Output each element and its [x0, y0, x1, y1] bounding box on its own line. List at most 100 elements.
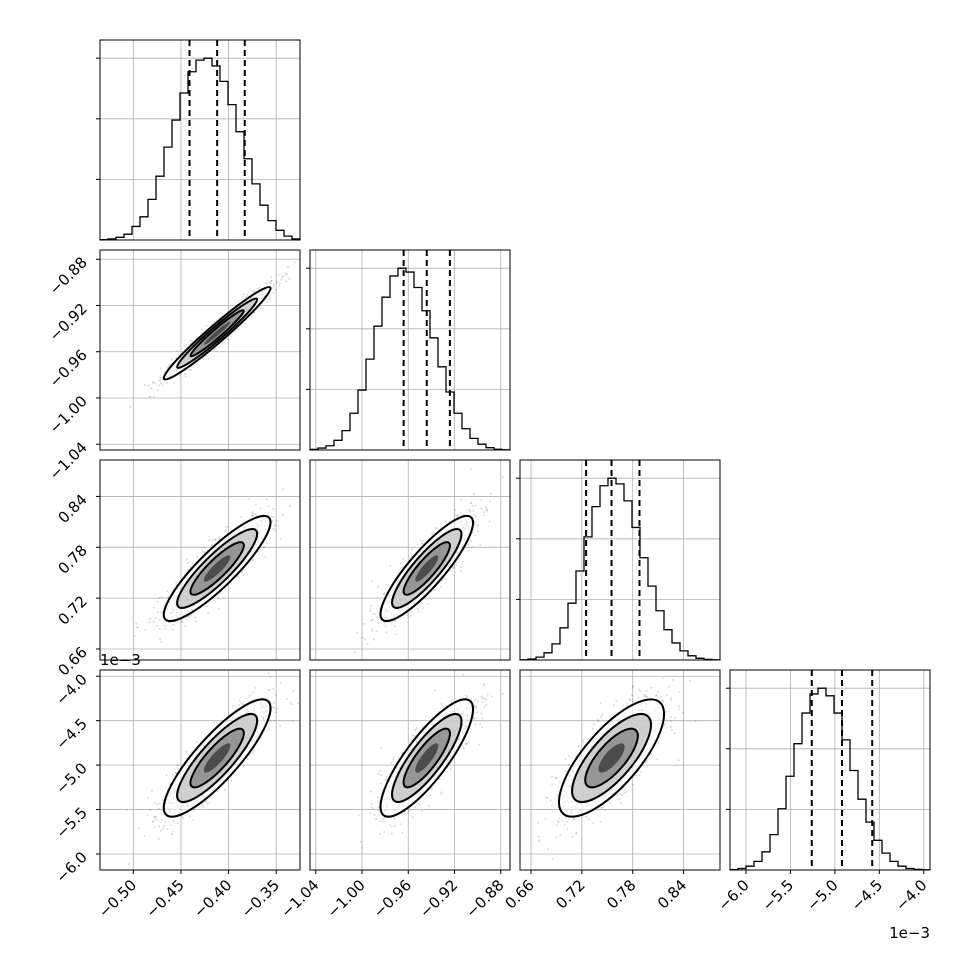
sample-point — [292, 690, 295, 692]
sample-point — [258, 286, 261, 289]
x-tick-label: −1.00 — [324, 876, 369, 921]
sample-point — [201, 804, 203, 807]
sample-point — [363, 638, 366, 640]
sample-point — [183, 344, 186, 347]
sample-point — [269, 719, 272, 722]
sample-point — [164, 820, 167, 823]
sample-point — [218, 535, 221, 538]
sample-point — [206, 803, 209, 805]
sample-point — [158, 802, 161, 805]
sample-point — [252, 514, 254, 517]
sample-point — [566, 828, 569, 831]
sample-point — [184, 750, 187, 753]
sample-point — [353, 651, 356, 654]
sample-point — [151, 820, 154, 822]
contour-line-level-3 — [189, 309, 245, 358]
sample-point — [195, 620, 198, 623]
sample-point — [137, 827, 140, 830]
sample-point — [431, 787, 434, 790]
sample-point — [240, 702, 243, 705]
contour-line-level-2 — [176, 297, 259, 369]
sample-point — [464, 694, 467, 697]
sample-point — [544, 818, 547, 821]
sample-point — [192, 818, 195, 821]
sample-point — [272, 283, 275, 286]
sample-point — [420, 601, 423, 604]
sample-point — [462, 560, 464, 563]
sample-point — [477, 699, 480, 702]
histogram-p3 — [519, 477, 721, 661]
sample-point — [371, 580, 374, 583]
sample-point — [474, 534, 476, 537]
sample-point — [272, 516, 275, 519]
sample-point — [218, 345, 220, 348]
sample-point — [221, 342, 224, 345]
sample-point — [382, 593, 385, 595]
sample-point — [273, 719, 276, 722]
sample-point — [467, 542, 470, 545]
sample-point — [373, 814, 376, 816]
sample-point — [136, 626, 139, 629]
sample-point — [255, 503, 258, 506]
sample-point — [170, 358, 173, 361]
sample-point — [429, 794, 432, 797]
sample-point — [183, 373, 186, 375]
sample-point — [148, 395, 151, 398]
sample-point — [669, 720, 672, 723]
sample-point — [440, 702, 443, 705]
sample-point — [274, 524, 277, 527]
sample-point — [241, 570, 244, 573]
y-tick-label: −0.92 — [46, 300, 91, 345]
sample-point — [460, 511, 463, 514]
sample-point — [452, 566, 455, 568]
sample-point — [474, 698, 477, 701]
sample-point — [184, 624, 187, 627]
sample-point — [160, 367, 162, 370]
sample-point — [271, 287, 274, 290]
sample-point — [444, 519, 447, 522]
sample-point — [422, 606, 424, 609]
sample-point — [379, 782, 382, 785]
sample-point — [440, 793, 442, 796]
sample-point — [482, 511, 485, 514]
sample-point — [433, 588, 436, 591]
sample-point — [384, 778, 387, 781]
sample-point — [390, 832, 393, 835]
sample-point — [166, 382, 169, 385]
sample-point — [377, 585, 380, 588]
sample-point — [191, 340, 194, 343]
sample-point — [172, 773, 175, 776]
sample-point — [370, 605, 373, 607]
sample-point — [272, 507, 275, 510]
sample-point — [489, 500, 492, 503]
sample-point — [479, 543, 482, 546]
sample-point — [502, 693, 505, 695]
sample-point — [688, 679, 691, 682]
sample-point — [218, 608, 221, 610]
histogram-p2 — [309, 267, 511, 451]
sample-point — [255, 514, 258, 517]
sample-point — [475, 706, 478, 709]
sample-point — [251, 691, 254, 694]
sample-point — [267, 728, 270, 731]
sample-point — [161, 384, 164, 387]
sample-point — [143, 384, 146, 386]
y-tick-label: −1.04 — [46, 438, 91, 483]
sample-point — [224, 530, 227, 533]
sample-point — [156, 389, 159, 392]
x-tick-label: −0.96 — [370, 876, 415, 921]
sample-point — [159, 378, 162, 381]
sample-point — [694, 720, 697, 723]
sample-point — [272, 285, 275, 288]
sample-point — [267, 672, 270, 675]
sample-point — [154, 801, 157, 804]
sample-point — [192, 809, 195, 812]
sample-point — [441, 704, 444, 707]
sample-point — [276, 707, 278, 710]
y-tick-label: −5.5 — [52, 804, 90, 842]
sample-point — [377, 622, 380, 625]
sample-point — [254, 687, 257, 690]
sample-point — [272, 687, 275, 690]
sample-point — [159, 375, 162, 378]
